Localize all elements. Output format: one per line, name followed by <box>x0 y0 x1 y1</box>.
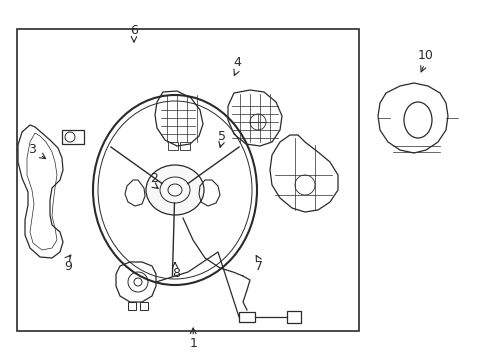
Bar <box>180 142 190 150</box>
Text: 8: 8 <box>172 267 180 280</box>
Text: 2: 2 <box>150 172 158 185</box>
Ellipse shape <box>146 165 203 215</box>
Text: 6: 6 <box>130 24 138 37</box>
Bar <box>286 311 301 323</box>
Bar <box>128 302 136 310</box>
Text: 9: 9 <box>64 260 72 273</box>
Text: 1: 1 <box>189 337 197 350</box>
Text: 4: 4 <box>233 57 241 69</box>
Bar <box>17 29 359 331</box>
Text: 7: 7 <box>255 260 263 273</box>
Text: 3: 3 <box>28 143 36 156</box>
Bar <box>239 312 254 322</box>
Text: 5: 5 <box>218 130 226 143</box>
Text: 10: 10 <box>417 49 432 62</box>
Bar <box>168 142 178 150</box>
Bar <box>62 130 84 144</box>
Bar <box>140 302 148 310</box>
